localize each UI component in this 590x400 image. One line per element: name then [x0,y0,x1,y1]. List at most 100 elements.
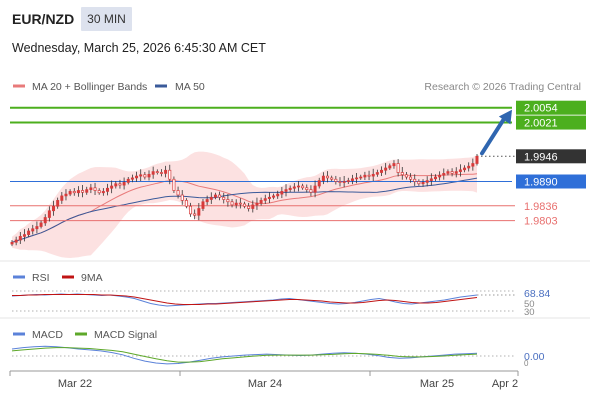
candle-body [97,190,101,194]
candle-body [384,167,388,171]
candle-body [259,200,263,204]
ma50-line [11,177,478,243]
candle-body [251,204,255,209]
candle-body [467,165,471,169]
candle-body [201,201,205,209]
candle-body [81,190,85,193]
candle-body [64,193,68,197]
candle-body [209,196,213,200]
candle-body [425,180,429,183]
x-tick-label: Apr 2 [492,378,518,390]
candle-body [429,178,433,181]
candle-body [301,185,305,189]
support-level-label: 1.9836 [524,201,558,213]
candle-body [338,181,342,183]
resistance-level-label: 2.0054 [524,103,558,115]
macd-legend-label: MACD [32,329,63,341]
rsi-tick-label: 30 [524,307,535,318]
pair-title: EUR/NZD [12,11,74,27]
candle-body [122,182,126,186]
candle-body [35,226,39,230]
candle-body [276,193,280,197]
candle-body [10,241,14,245]
candle-body [280,191,284,195]
candle-body [60,195,64,201]
candle-body [363,174,367,178]
candle-body [14,239,18,243]
candle-body [135,175,139,179]
timeframe-badge[interactable] [81,7,132,31]
candle-body [151,171,155,175]
ma50-legend-label: MA 50 [175,81,205,93]
x-tick-label: Mar 24 [248,378,282,390]
candle-body [326,175,330,179]
candle-body [380,169,384,173]
moving-averages [11,173,478,243]
candle-body [139,174,143,177]
candle-body [317,180,321,187]
candle-body [18,236,22,241]
candle-body [230,201,234,206]
candle-body [350,178,354,181]
candle-body [321,175,325,181]
candle-body [396,163,400,173]
candle-body [197,208,201,216]
candle-body [89,187,93,190]
timeframe-label: 30 MIN [87,12,126,26]
candle-body [305,187,309,190]
candle-body [159,172,163,174]
candle-body [234,202,238,206]
candle-body [222,196,226,200]
candle-body [43,217,47,224]
candle-body [421,182,425,185]
candle-body [255,202,259,206]
rsi-tick-label: 68.84 [524,288,550,300]
candle-body [267,196,271,199]
candle-body [126,178,130,183]
arrow-shaft [480,113,508,156]
price-levels [10,106,515,222]
macd-signal-line [11,347,478,363]
candle-body [342,181,346,183]
candle-body [176,190,180,196]
last-price-badge [516,149,586,164]
macd-panel: 0.000 [11,345,545,368]
candle-body [180,194,184,201]
candle-body [93,187,97,191]
candle-body [130,177,134,180]
resistance-level-label: 2.0021 [524,118,558,130]
candle-body [388,165,392,169]
candle-body [114,183,118,187]
candle-body [463,167,467,171]
pivot-level-label: 1.9890 [524,177,558,189]
candle-body [330,177,334,180]
candle-body [147,173,151,178]
candle-body [85,189,89,193]
support-level-label: 1.9803 [524,216,558,228]
candle-body [205,199,209,203]
candle-body [309,189,313,193]
candle-body [72,191,76,194]
candle-body [101,191,105,194]
bollinger-legend-label: MA 20 + Bollinger Bands [32,81,147,93]
candle-body [288,187,292,190]
macd-tick-label: 0 [524,359,529,368]
candle-body [213,194,217,198]
candle-body [409,176,413,180]
candle-body [168,169,172,180]
candle-body [272,195,276,198]
candle-body [56,200,60,207]
candle-body [458,169,462,172]
candle-body [226,199,230,203]
candle-body [47,210,51,218]
candle-body [334,178,338,182]
candle-body [164,169,168,174]
candle-body [218,194,222,198]
resistance-level-badge [516,115,586,130]
candlesticks [10,154,479,247]
candle-body [263,198,267,201]
macd-line [11,345,478,365]
candle-body [446,171,450,174]
